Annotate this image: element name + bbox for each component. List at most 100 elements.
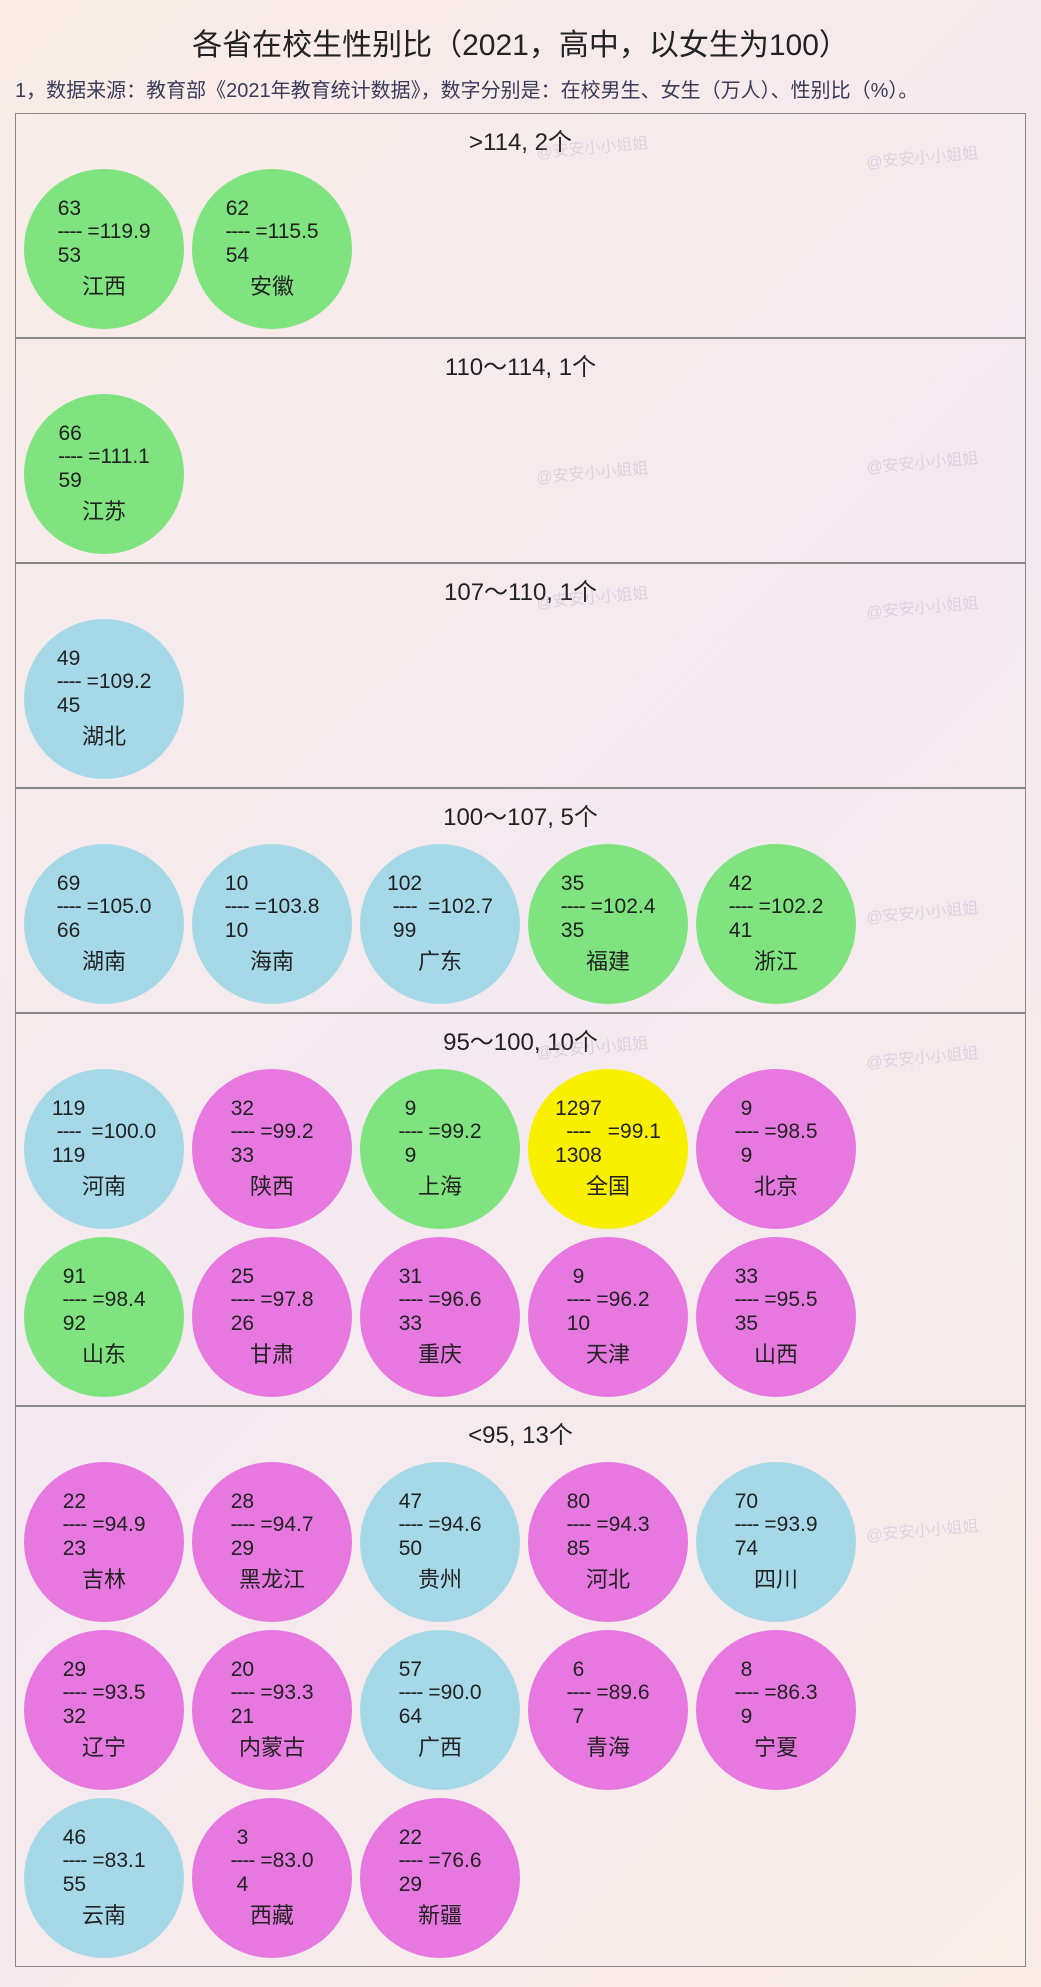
male-count: 10 xyxy=(225,872,248,895)
female-count: 10 xyxy=(567,1312,590,1335)
male-count: 42 xyxy=(729,872,752,895)
group-header: 107～110, 1个 xyxy=(16,564,1025,611)
divider: ---- xyxy=(57,895,81,918)
province-label: 云南 xyxy=(82,1898,126,1930)
male-count: 62 xyxy=(226,197,249,220)
male-count: 9 xyxy=(405,1097,417,1120)
ratio-value: =96.2 xyxy=(596,1288,649,1312)
fraction: 102----99=102.7 xyxy=(387,872,493,941)
province-bubble: 9----9=99.2上海 xyxy=(360,1069,520,1229)
province-bubble: 70----74=93.9四川 xyxy=(696,1462,856,1622)
female-count: 26 xyxy=(231,1312,254,1335)
bubble-row: 63----53=119.9江西62----54=115.5安徽 xyxy=(16,161,1025,337)
male-count: 20 xyxy=(231,1658,254,1681)
male-count: 32 xyxy=(231,1097,254,1120)
divider: ---- xyxy=(58,445,82,468)
fraction: 33----35=95.5 xyxy=(734,1265,817,1334)
group: >114, 2个@安安小小姐姐@安安小小姐姐63----53=119.9江西62… xyxy=(15,113,1026,338)
female-count: 10 xyxy=(225,919,248,942)
province-label: 新疆 xyxy=(418,1898,462,1930)
province-label: 西藏 xyxy=(250,1898,294,1930)
female-count: 45 xyxy=(57,694,80,717)
province-bubble: 46----55=83.1云南 xyxy=(24,1798,184,1958)
group-header: <95, 13个 xyxy=(16,1407,1025,1454)
ratio-value: =111.1 xyxy=(88,445,150,469)
divider: ---- xyxy=(734,1288,758,1311)
divider: ---- xyxy=(62,1849,86,1872)
ratio-value: =83.1 xyxy=(92,1849,145,1873)
male-count: 29 xyxy=(63,1658,86,1681)
male-count: 3 xyxy=(237,1826,249,1849)
divider: ---- xyxy=(230,1513,254,1536)
province-bubble: 32----33=99.2陕西 xyxy=(192,1069,352,1229)
ratio-value: =100.0 xyxy=(91,1120,156,1144)
group-header: 100～107, 5个 xyxy=(16,789,1025,836)
female-count: 50 xyxy=(399,1537,422,1560)
group-header: 95～100, 10个 xyxy=(16,1014,1025,1061)
province-label: 青海 xyxy=(586,1730,630,1762)
province-label: 山西 xyxy=(754,1337,798,1369)
ratio-value: =105.0 xyxy=(87,895,152,919)
province-bubble: 57----64=90.0广西 xyxy=(360,1630,520,1790)
fraction: 3----4=83.0 xyxy=(230,1826,313,1895)
ratio-value: =95.5 xyxy=(764,1288,817,1312)
female-count: 29 xyxy=(399,1873,422,1896)
province-label: 贵州 xyxy=(418,1562,462,1594)
ratio-value: =99.1 xyxy=(608,1120,661,1144)
female-count: 33 xyxy=(399,1312,422,1335)
province-label: 广西 xyxy=(418,1730,462,1762)
divider: ---- xyxy=(734,1681,758,1704)
bubble-row: 119----119=100.0河南32----33=99.2陕西9----9=… xyxy=(16,1061,1025,1405)
fraction: 70----74=93.9 xyxy=(734,1490,817,1559)
fraction: 9----10=96.2 xyxy=(566,1265,649,1334)
province-bubble: 10----10=103.8海南 xyxy=(192,844,352,1004)
divider: ---- xyxy=(398,1681,422,1704)
province-label: 广东 xyxy=(418,944,462,976)
ratio-value: =89.6 xyxy=(596,1681,649,1705)
province-label: 内蒙古 xyxy=(239,1730,305,1762)
fraction: 9----9=99.2 xyxy=(398,1097,481,1166)
male-count: 35 xyxy=(561,872,584,895)
group: 110～114, 1个@安安小小姐姐@安安小小姐姐66----59=111.1江… xyxy=(15,338,1026,563)
fraction: 8----9=86.3 xyxy=(734,1658,817,1727)
province-label: 吉林 xyxy=(82,1562,126,1594)
ratio-value: =99.2 xyxy=(428,1120,481,1144)
fraction: 42----41=102.2 xyxy=(729,872,824,941)
female-count: 32 xyxy=(63,1705,86,1728)
female-count: 9 xyxy=(741,1705,753,1728)
female-count: 59 xyxy=(58,469,81,492)
ratio-value: =102.4 xyxy=(591,895,656,919)
divider: ---- xyxy=(230,1849,254,1872)
province-bubble: 6----7=89.6青海 xyxy=(528,1630,688,1790)
male-count: 1297 xyxy=(555,1097,602,1120)
bubble-row: 66----59=111.1江苏 xyxy=(16,386,1025,562)
female-count: 55 xyxy=(63,1873,86,1896)
female-count: 99 xyxy=(393,919,416,942)
fraction: 62----54=115.5 xyxy=(225,197,318,266)
ratio-value: =102.2 xyxy=(759,895,824,919)
divider: ---- xyxy=(62,1513,86,1536)
male-count: 80 xyxy=(567,1490,590,1513)
group-header: 110～114, 1个 xyxy=(16,339,1025,386)
fraction: 22----29=76.6 xyxy=(398,1826,481,1895)
female-count: 4 xyxy=(237,1873,249,1896)
divider: ---- xyxy=(57,670,81,693)
male-count: 8 xyxy=(741,1658,753,1681)
female-count: 92 xyxy=(63,1312,86,1335)
bubble-row: 22----23=94.9吉林28----29=94.7黑龙江47----50=… xyxy=(16,1454,1025,1966)
ratio-value: =90.0 xyxy=(428,1681,481,1705)
fraction: 32----33=99.2 xyxy=(230,1097,313,1166)
ratio-value: =93.5 xyxy=(92,1681,145,1705)
fraction: 9----9=98.5 xyxy=(734,1097,817,1166)
female-count: 74 xyxy=(735,1537,758,1560)
divider: ---- xyxy=(230,1120,254,1143)
fraction: 91----92=98.4 xyxy=(62,1265,145,1334)
divider: ---- xyxy=(398,1849,422,1872)
ratio-value: =98.5 xyxy=(764,1120,817,1144)
group: 100～107, 5个@安安小小姐姐@安安小小姐姐69----66=105.0湖… xyxy=(15,788,1026,1013)
province-label: 河北 xyxy=(586,1562,630,1594)
male-count: 49 xyxy=(57,647,80,670)
ratio-value: =96.6 xyxy=(428,1288,481,1312)
province-bubble: 8----9=86.3宁夏 xyxy=(696,1630,856,1790)
province-bubble: 29----32=93.5辽宁 xyxy=(24,1630,184,1790)
